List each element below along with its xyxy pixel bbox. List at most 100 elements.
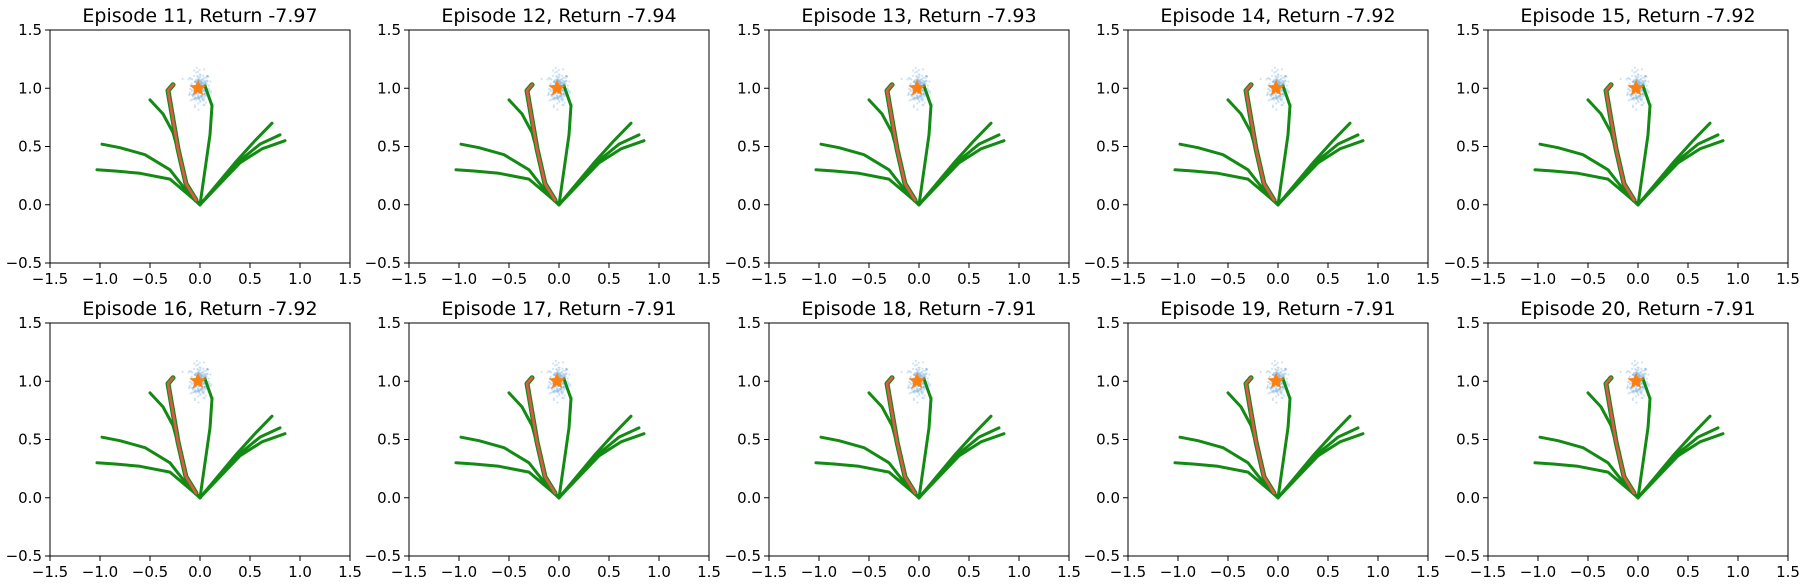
sample-point [1635, 401, 1638, 404]
sample-point [202, 68, 206, 71]
sample-point [1626, 384, 1629, 387]
sample-point [561, 97, 565, 101]
sample-point [550, 371, 553, 374]
sample-point [916, 371, 919, 374]
sample-point [1279, 391, 1282, 394]
subplot-episode-12: Episode 12, Return -7.94 −1.5 −1.0 −0.5 0.0 0… [365, 5, 721, 288]
sample-point [918, 387, 922, 391]
sample-point [1284, 74, 1287, 78]
x-tick-label: −1.0 [441, 270, 477, 288]
sample-point [1632, 98, 1636, 101]
sample-point [1626, 92, 1629, 96]
sample-point [1631, 398, 1634, 402]
sample-point [561, 367, 564, 370]
x-tick-label: 0.5 [1676, 270, 1700, 288]
sample-point [201, 391, 204, 394]
axes-frame [49, 322, 351, 557]
sample-point [1638, 94, 1641, 97]
sample-point [921, 93, 925, 96]
sample-point [188, 387, 191, 390]
sample-point [1275, 96, 1278, 99]
sample-point [557, 361, 560, 364]
sample-point [554, 385, 558, 388]
sample-point [204, 374, 207, 377]
sample-point [923, 374, 926, 377]
sample-point [197, 102, 200, 105]
sample-point [1638, 376, 1641, 379]
sample-point [1637, 393, 1640, 397]
sample-point [1268, 90, 1271, 93]
x-tick-label: 1.5 [697, 563, 721, 581]
sample-point [1278, 78, 1282, 81]
sample-point [927, 88, 930, 92]
sample-point [914, 92, 918, 95]
sample-point [1282, 82, 1285, 85]
sample-point [1278, 373, 1281, 376]
y-tick-label: 0.0 [737, 489, 761, 507]
sample-point [196, 368, 200, 371]
sample-point [558, 100, 561, 104]
sample-point [207, 75, 210, 78]
sample-point [558, 82, 561, 85]
sample-point [912, 80, 915, 83]
sample-point [925, 75, 928, 78]
x-tick-label: −0.5 [1210, 270, 1246, 288]
sample-point [1640, 81, 1643, 85]
sample-point [557, 390, 560, 393]
y-tick-label: 0.5 [377, 431, 401, 449]
sample-point [197, 363, 200, 366]
sample-point [1276, 97, 1279, 100]
sample-point [1640, 96, 1643, 99]
sample-point [916, 78, 919, 81]
sample-point [1286, 88, 1289, 92]
sample-point [197, 395, 200, 398]
sample-point [923, 81, 926, 84]
sample-point [1272, 97, 1275, 100]
sample-point [1630, 98, 1634, 101]
sample-point [181, 77, 184, 80]
sample-point [1278, 387, 1282, 391]
x-tick-label: −0.5 [491, 563, 527, 581]
subplot-episode-16: Episode 16, Return -7.92 −1.5 −1.0 −0.5 0.0 0… [6, 298, 362, 581]
sample-point [1272, 389, 1275, 392]
sample-point [567, 88, 570, 92]
sample-point [1280, 92, 1284, 95]
sample-point [566, 87, 569, 90]
sample-point [1278, 81, 1281, 84]
sample-point [204, 95, 207, 98]
sample-point [1642, 375, 1645, 378]
sample-point [557, 76, 560, 79]
sample-point [912, 80, 916, 83]
subplot-title: Episode 16, Return -7.92 [82, 298, 317, 320]
sample-point [566, 75, 569, 78]
sample-point [1645, 380, 1648, 383]
sample-point [1630, 367, 1634, 370]
sample-point [1268, 375, 1271, 378]
sample-point [919, 78, 923, 81]
sample-point [1646, 88, 1649, 92]
sample-point [916, 96, 919, 99]
trajectory-line [917, 432, 1006, 500]
sample-point [565, 372, 568, 375]
sample-point [1278, 374, 1281, 377]
sample-point [547, 76, 550, 80]
sample-point [1644, 367, 1647, 371]
sample-point [193, 373, 196, 376]
sample-point [559, 78, 563, 81]
sample-point [195, 372, 198, 375]
sample-point [564, 82, 567, 85]
trajectory-line [198, 432, 287, 500]
sample-point [210, 383, 213, 386]
sample-point [918, 368, 921, 371]
sample-point [1631, 397, 1634, 400]
sample-point [1629, 78, 1632, 81]
sample-point [1638, 81, 1641, 84]
sample-point [1280, 374, 1283, 378]
sample-point [557, 373, 560, 376]
trajectory-line [557, 377, 573, 500]
sample-point [1644, 373, 1647, 376]
target-star-marker [1267, 372, 1285, 389]
sample-point [1628, 381, 1631, 384]
sample-point [198, 73, 201, 76]
sample-point [553, 80, 556, 83]
